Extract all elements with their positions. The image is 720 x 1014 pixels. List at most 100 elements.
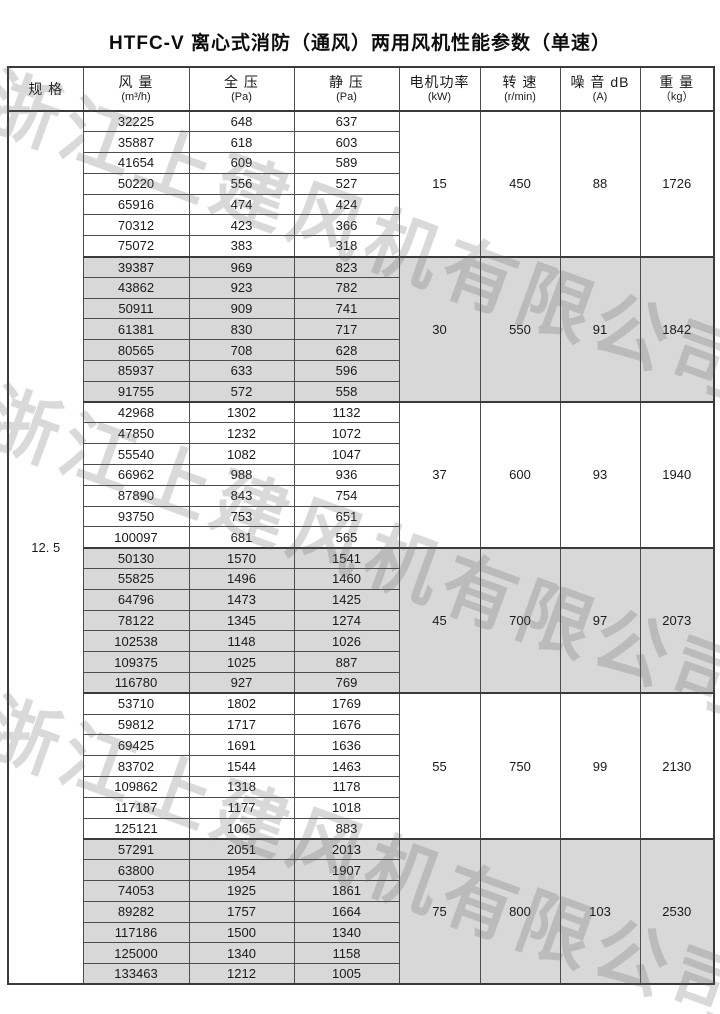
weight-cell: 1940	[639, 401, 715, 549]
airflow-cell: 109862	[82, 776, 190, 798]
airflow-cell: 93750	[82, 505, 190, 528]
total-pressure-cell: 1570	[188, 546, 295, 570]
static-pressure-cell: 589	[293, 152, 400, 174]
static-pressure-cell: 603	[293, 131, 400, 154]
static-pressure-cell: 565	[293, 526, 400, 549]
col-header-total-pressure: 全 压 (Pa)	[188, 66, 295, 112]
airflow-cell: 109375	[82, 651, 190, 674]
total-pressure-cell: 1473	[188, 588, 295, 611]
noise-cell: 88	[559, 110, 641, 258]
static-pressure-cell: 1026	[293, 630, 400, 653]
static-pressure-cell: 2013	[293, 837, 400, 861]
motor-power-cell: 45	[398, 546, 481, 694]
airflow-cell: 57291	[82, 837, 190, 861]
speed-cell: 550	[479, 255, 561, 403]
col-unit-speed: (r/min)	[504, 91, 536, 103]
noise-cell: 103	[559, 837, 641, 985]
airflow-cell: 91755	[82, 380, 190, 403]
col-header-airflow: 风 量 (m³/h)	[82, 66, 190, 112]
total-pressure-cell: 1345	[188, 609, 295, 632]
total-pressure-cell: 1691	[188, 734, 295, 757]
table-row: 12. 5 32225 648 637 15 450 88 1726	[7, 110, 715, 985]
col-label-speed: 转 速	[502, 74, 538, 90]
static-pressure-cell: 424	[293, 193, 400, 216]
static-pressure-cell: 1274	[293, 609, 400, 632]
static-pressure-cell: 318	[293, 235, 400, 258]
total-pressure-cell: 753	[188, 505, 295, 528]
airflow-cell: 53710	[82, 692, 190, 715]
col-unit-weight: （kg）	[659, 91, 694, 103]
static-pressure-cell: 366	[293, 214, 400, 237]
total-pressure-cell: 648	[188, 110, 295, 133]
total-pressure-cell: 1212	[188, 963, 295, 985]
weight-cell: 1842	[639, 255, 715, 403]
airflow-cell: 75072	[82, 235, 190, 258]
static-pressure-cell: 717	[293, 318, 400, 341]
static-pressure-cell: 754	[293, 484, 400, 507]
header-row: 规 格 风 量 (m³/h) 全 压 (Pa) 静 压 (Pa) 电机功率 (k…	[7, 66, 715, 112]
total-pressure-cell: 383	[188, 235, 295, 258]
airflow-cell: 117186	[82, 921, 190, 944]
table-row: 83702 1544 1463	[8, 755, 714, 777]
table-row: 64796 1473 1425	[8, 588, 714, 611]
weight-cell: 1726	[639, 110, 715, 258]
table-row: 47850 1232 1072	[8, 422, 714, 445]
motor-power-cell: 55	[398, 692, 481, 840]
total-pressure-cell: 909	[188, 297, 295, 320]
col-unit-noise: (A)	[592, 91, 608, 103]
total-pressure-cell: 609	[188, 152, 295, 174]
table-row: 75072 383 318	[8, 235, 714, 258]
motor-power-cell: 15	[398, 110, 481, 258]
table-row: 74053 1925 1861	[8, 879, 714, 902]
static-pressure-cell: 1460	[293, 568, 400, 590]
table-row: 109375 1025 887	[8, 651, 714, 674]
table-row: 55825 1496 1460	[8, 568, 714, 590]
airflow-cell: 74053	[82, 879, 190, 902]
airflow-cell: 32225	[82, 110, 190, 133]
airflow-cell: 63800	[82, 859, 190, 881]
total-pressure-cell: 1232	[188, 422, 295, 445]
noise-cell: 97	[559, 546, 641, 694]
airflow-cell: 64796	[82, 588, 190, 611]
total-pressure-cell: 830	[188, 318, 295, 341]
static-pressure-cell: 936	[293, 464, 400, 486]
weight-cell: 2130	[639, 692, 715, 840]
static-pressure-cell: 782	[293, 276, 400, 299]
static-pressure-cell: 1425	[293, 588, 400, 611]
speed-cell: 450	[479, 110, 561, 258]
airflow-cell: 125121	[82, 817, 190, 840]
motor-power-cell: 37	[398, 401, 481, 549]
table-row: 42968 1302 1132 37 600 93 1940	[8, 401, 715, 549]
table-row: 125121 1065 883	[8, 817, 714, 840]
speed-cell: 600	[479, 401, 561, 549]
total-pressure-cell: 1757	[188, 900, 295, 923]
col-header-motor-power: 电机功率 (kW)	[398, 66, 481, 112]
airflow-cell: 116780	[82, 672, 190, 694]
col-header-weight: 重 量 （kg）	[639, 66, 715, 112]
static-pressure-cell: 1664	[293, 900, 400, 923]
static-pressure-cell: 558	[293, 380, 400, 403]
airflow-cell: 50220	[82, 172, 190, 195]
total-pressure-cell: 1496	[188, 568, 295, 590]
static-pressure-cell: 823	[293, 255, 400, 278]
table-row: 59812 1717 1676	[8, 713, 714, 736]
total-pressure-cell: 988	[188, 464, 295, 486]
static-pressure-cell: 628	[293, 339, 400, 362]
airflow-cell: 39387	[82, 255, 190, 278]
table-row: 41654 609 589	[8, 152, 714, 174]
noise-cell: 93	[559, 401, 641, 549]
total-pressure-cell: 2051	[188, 837, 295, 861]
static-pressure-cell: 741	[293, 297, 400, 320]
table-row: 100097 681 565	[8, 526, 714, 549]
airflow-cell: 69425	[82, 734, 190, 757]
airflow-cell: 89282	[82, 900, 190, 923]
speed-cell: 700	[479, 546, 561, 694]
airflow-cell: 80565	[82, 339, 190, 362]
fan-performance-table: 规 格 风 量 (m³/h) 全 压 (Pa) 静 压 (Pa) 电机功率 (k…	[7, 66, 715, 986]
total-pressure-cell: 927	[188, 672, 295, 694]
airflow-cell: 66962	[82, 464, 190, 486]
static-pressure-cell: 527	[293, 172, 400, 195]
col-label-spec: 规 格	[28, 80, 64, 97]
total-pressure-cell: 969	[188, 255, 295, 278]
airflow-cell: 55540	[82, 443, 190, 466]
